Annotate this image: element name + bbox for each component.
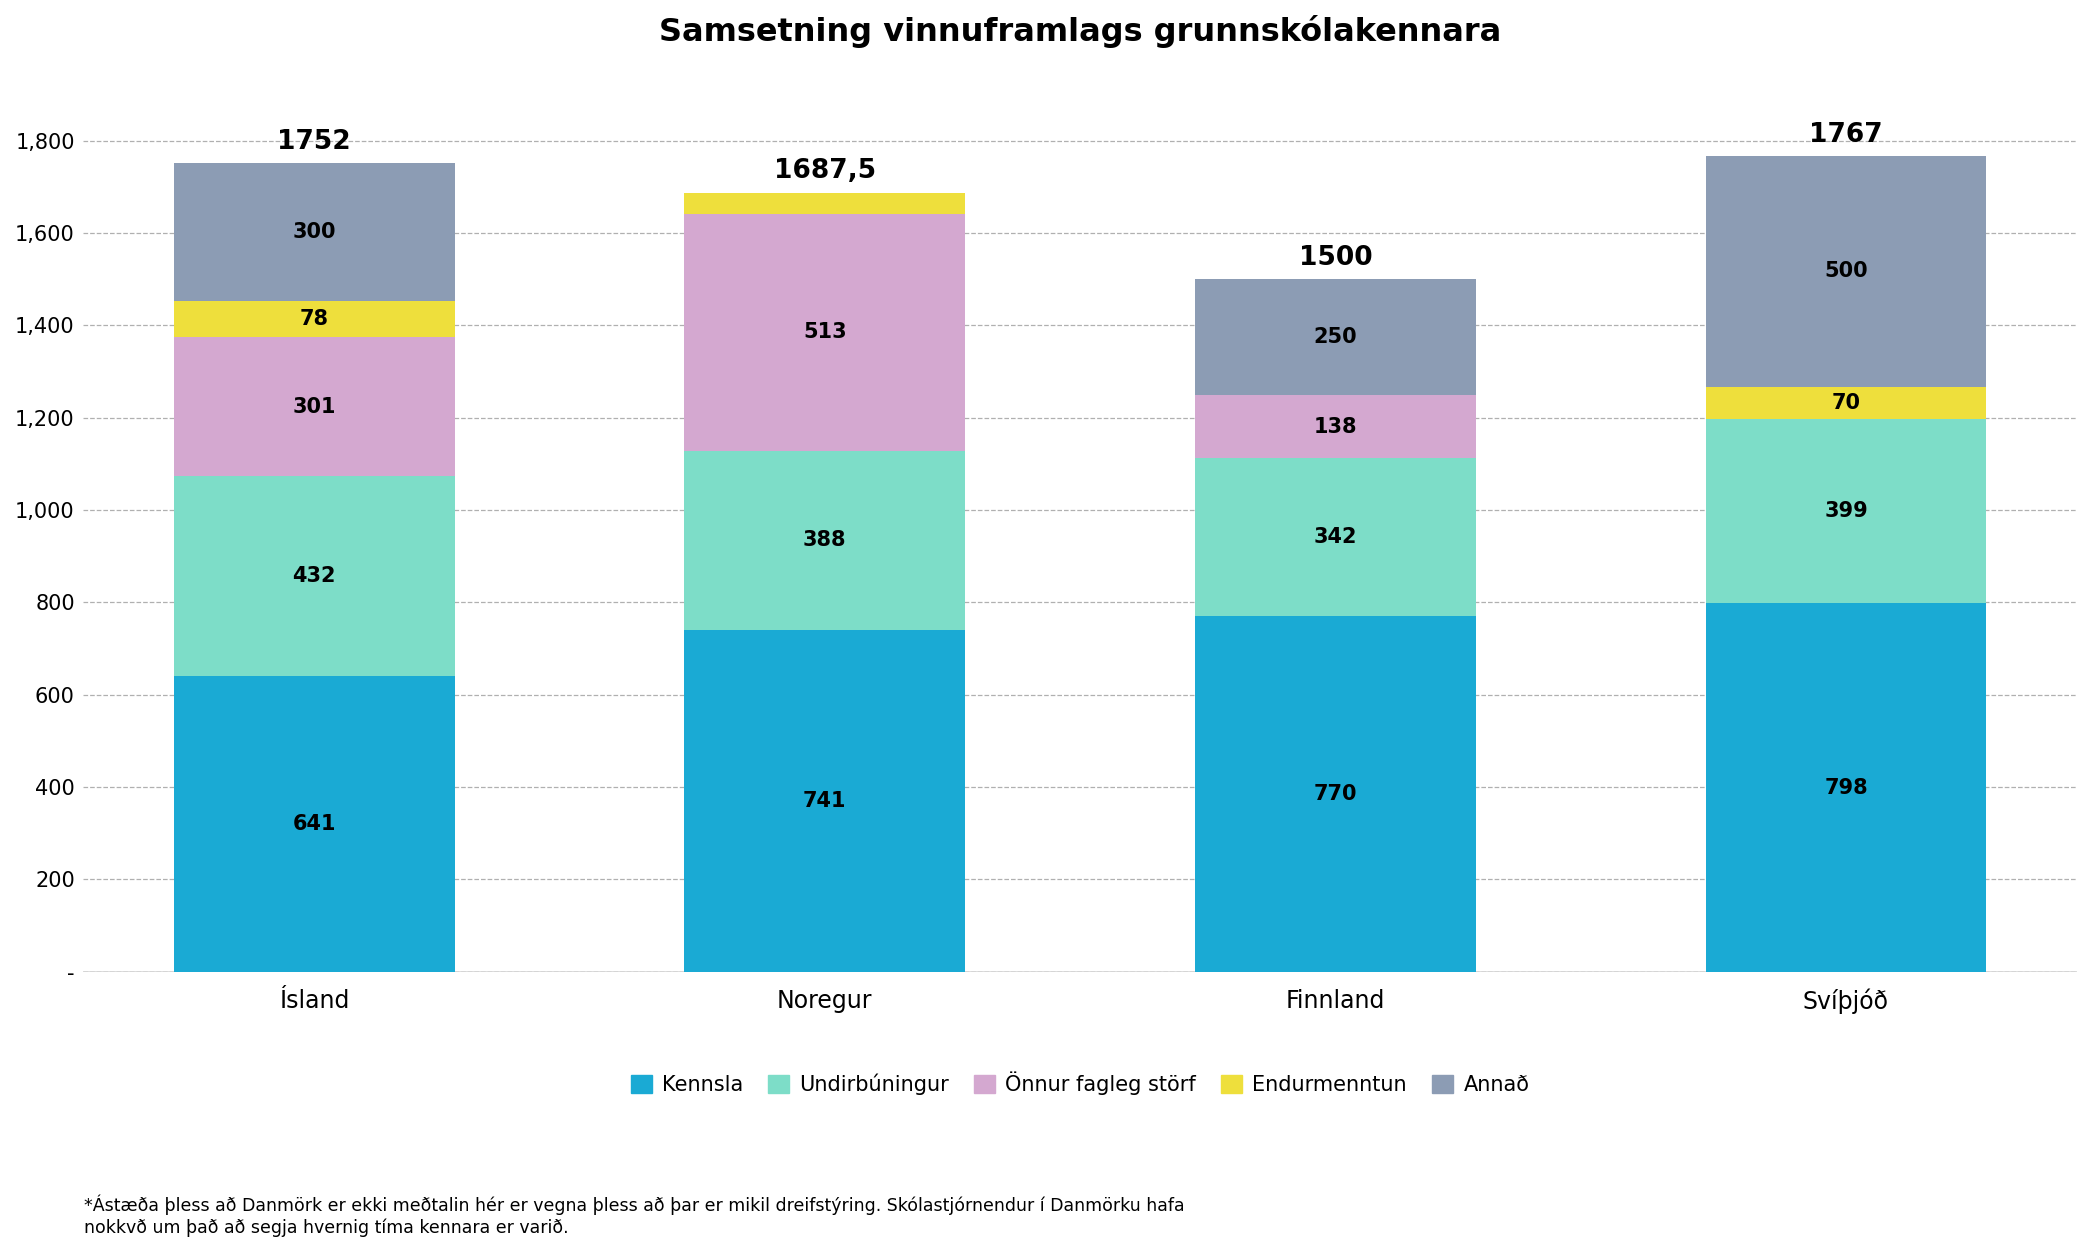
Bar xyxy=(1195,616,1475,972)
Bar xyxy=(1705,387,1987,420)
Bar xyxy=(684,629,964,972)
Text: 1687,5: 1687,5 xyxy=(774,159,877,185)
Text: 70: 70 xyxy=(1830,393,1860,413)
Bar xyxy=(1195,280,1475,395)
Text: 300: 300 xyxy=(293,222,337,242)
Text: 500: 500 xyxy=(1824,261,1868,281)
Bar xyxy=(1705,420,1987,603)
Text: 399: 399 xyxy=(1824,501,1868,521)
Text: 388: 388 xyxy=(803,530,847,550)
Text: 432: 432 xyxy=(293,566,337,586)
Bar xyxy=(174,301,454,337)
Bar xyxy=(174,337,454,476)
Text: 342: 342 xyxy=(1314,527,1358,547)
Bar xyxy=(684,451,964,629)
Text: 1752: 1752 xyxy=(278,129,351,155)
Bar xyxy=(1705,603,1987,972)
Bar xyxy=(684,192,964,214)
Text: 641: 641 xyxy=(293,814,337,834)
Text: 1767: 1767 xyxy=(1810,121,1883,147)
Text: 798: 798 xyxy=(1824,778,1868,798)
Text: 301: 301 xyxy=(293,397,337,417)
Bar xyxy=(174,676,454,972)
Legend: Kennsla, Undirbúningur, Önnur fagleg störf, Endurmenntun, Annað: Kennsla, Undirbúningur, Önnur fagleg stö… xyxy=(623,1063,1538,1104)
Title: Samsetning vinnuframlags grunnskólakennara: Samsetning vinnuframlags grunnskólakenna… xyxy=(659,15,1502,47)
Bar xyxy=(1195,458,1475,616)
Text: *Ástæða þless að Danmörk er ekki meðtalin hér er vegna þless að þar er mikil dre: *Ástæða þless að Danmörk er ekki meðtali… xyxy=(84,1194,1184,1237)
Bar xyxy=(174,162,454,301)
Text: 770: 770 xyxy=(1314,784,1358,804)
Text: 138: 138 xyxy=(1314,417,1358,437)
Text: 1500: 1500 xyxy=(1299,245,1372,271)
Text: 78: 78 xyxy=(299,310,328,330)
Bar xyxy=(684,214,964,451)
Bar xyxy=(1195,395,1475,458)
Text: 250: 250 xyxy=(1314,327,1358,347)
Text: 513: 513 xyxy=(803,322,847,342)
Bar xyxy=(1705,156,1987,387)
Text: 741: 741 xyxy=(803,791,847,811)
Bar xyxy=(174,476,454,676)
